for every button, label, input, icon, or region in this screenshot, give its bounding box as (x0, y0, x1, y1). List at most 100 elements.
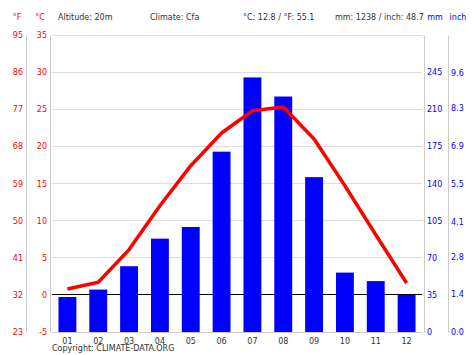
bar (151, 239, 169, 332)
tick: 8.3 (448, 104, 464, 113)
grid-line (52, 146, 422, 147)
tick: 105 (424, 217, 442, 226)
y-axis-inch: 0.01.42.84.15.56.98.39.6 (448, 36, 464, 338)
tick: 0 (42, 291, 50, 300)
tick: 10 (37, 217, 50, 226)
tick: 86 (13, 68, 26, 77)
tick: 5.5 (448, 180, 464, 189)
tick-label: 09 (309, 337, 319, 346)
tick-label: 245 (427, 68, 442, 77)
tick: 2.8 (448, 253, 464, 262)
tick-label: 8.3 (451, 104, 464, 113)
tick: 0 (424, 328, 432, 337)
tick-label: -5 (39, 328, 47, 337)
tick-label: 23 (13, 328, 23, 337)
tick: 05 (186, 332, 196, 346)
bar (274, 97, 292, 332)
tick: 245 (424, 68, 442, 77)
tick-label: 175 (427, 142, 442, 151)
tick-label: 140 (427, 180, 442, 189)
bar (398, 295, 416, 332)
tick-label: 08 (278, 337, 288, 346)
axis-line (448, 36, 449, 333)
tick: 35 (37, 31, 50, 40)
tick: 07 (247, 332, 257, 346)
tick: 5 (42, 254, 50, 263)
tick-label: 32 (13, 291, 23, 300)
tick-label: 30 (37, 68, 47, 77)
axis-unit: mm (427, 13, 443, 22)
tick-label: 35 (37, 31, 47, 40)
copyright: Copyright: CLIMATE-DATA.ORG (52, 344, 174, 353)
tick: 68 (13, 142, 26, 151)
tick: 15 (37, 180, 50, 189)
grid-line (52, 109, 422, 110)
bar (182, 227, 200, 332)
tick-label: 9.6 (451, 69, 464, 78)
axis-line (50, 36, 51, 333)
zero-line (52, 294, 422, 295)
y-axis-celsius: -5 0 5 10 15 20 25 30 35 (37, 31, 51, 337)
tick: 12 (401, 332, 411, 346)
plot-area (58, 77, 415, 332)
grid-line (52, 72, 422, 73)
tick-label: 07 (247, 337, 257, 346)
axis-line (26, 36, 27, 333)
tick-label: 0 (42, 291, 47, 300)
tick: 0.0 (448, 328, 464, 337)
tick-label: 105 (427, 217, 442, 226)
grid-line (52, 257, 422, 258)
tick-label: 5 (42, 254, 47, 263)
y-axis-mm: 0 35 70 105 140 175 210 245 (424, 36, 442, 338)
axis-unit: inch (450, 13, 467, 22)
header-info: Altitude: 20m (58, 13, 113, 22)
bar (120, 266, 138, 332)
tick-label: 25 (37, 105, 47, 114)
header-info: mm: 1238 / inch: 48.7 (335, 13, 424, 22)
tick-label: 210 (427, 105, 442, 114)
bar (367, 281, 385, 332)
header-info: Climate: Cfa (150, 13, 199, 22)
tick: 11 (371, 332, 381, 346)
tick: 77 (13, 105, 26, 114)
tick-label: 2.8 (451, 253, 464, 262)
tick-label: 1.4 (451, 290, 464, 299)
tick: 25 (37, 105, 50, 114)
axis-unit: °C (35, 13, 45, 22)
tick: 09 (309, 332, 319, 346)
bar-series (58, 77, 415, 332)
tick: 20 (37, 142, 50, 151)
tick: 175 (424, 142, 442, 151)
tick: 95 (13, 31, 26, 40)
tick: 41 (13, 254, 26, 263)
tick-label: 0.0 (451, 328, 464, 337)
tick: 1.4 (448, 290, 464, 299)
tick: 6.9 (448, 142, 464, 151)
tick-label: 35 (427, 291, 437, 300)
grid-line (52, 332, 422, 333)
grid (52, 35, 422, 332)
tick-label: 41 (13, 254, 23, 263)
tick: 30 (37, 68, 50, 77)
tick: 70 (424, 254, 437, 263)
tick-label: 77 (13, 105, 23, 114)
tick: 35 (424, 291, 437, 300)
bar (336, 273, 354, 332)
tick: 140 (424, 180, 442, 189)
tick-label: 10 (37, 217, 47, 226)
tick: 9.6 (448, 69, 464, 78)
chart: -505101520253035233241505968778695035701… (0, 0, 474, 355)
grid-line (52, 183, 422, 184)
tick-label: 11 (371, 337, 381, 346)
tick-label: 12 (401, 337, 411, 346)
tick: 23 (13, 328, 26, 337)
tick-label: 70 (427, 254, 437, 263)
tick-label: 10 (340, 337, 350, 346)
tick: 10 (340, 332, 350, 346)
tick: -5 (39, 328, 50, 337)
tick-label: 6.9 (451, 142, 464, 151)
axis-line (424, 36, 425, 333)
tick: 32 (13, 291, 26, 300)
grid-line (52, 35, 422, 36)
axis-unit: °F (13, 13, 22, 22)
